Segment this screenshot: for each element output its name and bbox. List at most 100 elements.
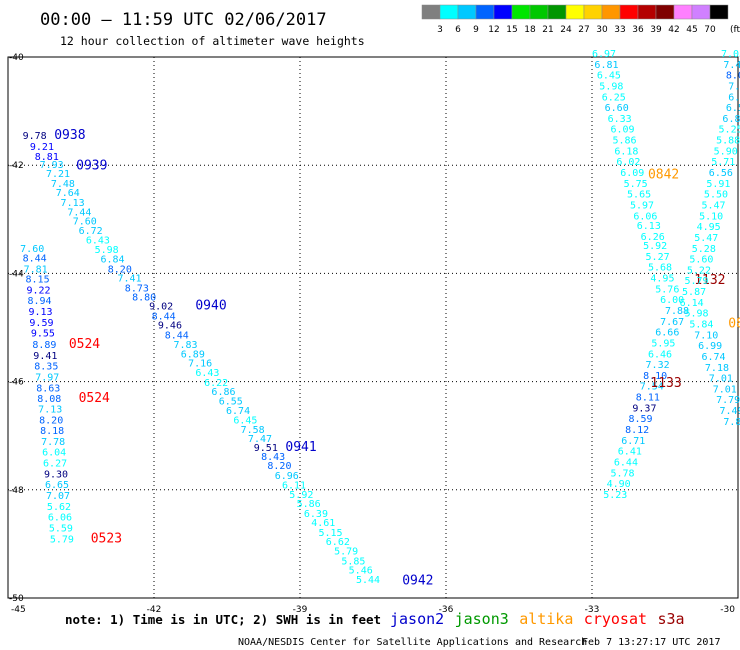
wave-height-label: 7.1 [728,81,740,92]
wave-height-label: 7.10 [694,330,718,341]
pass-time-label: 0524 [79,391,110,406]
wave-height-label: 7.48 [51,179,75,190]
wave-height-label: 7.49 [723,60,740,71]
wave-height-label: 5.22 [687,265,711,276]
wave-height-label: 5.98 [684,309,708,320]
wave-height-label: 6.13 [637,221,661,232]
pass-time-label: 1132 [694,273,725,288]
x-tick-label: -36 [439,605,454,615]
y-tick-label: -40 [9,53,24,63]
wave-height-label: 6.39 [304,509,328,520]
wave-height-label: 5.59 [49,523,73,534]
wave-height-label: 6.09 [620,168,644,179]
wave-height-label: 7.54 [640,382,664,393]
wave-height-label: 6.26 [641,232,665,243]
footnote: note: 1) Time is in UTC; 2) SWH is in fe… [65,612,381,627]
wave-height-label: 6.44 [614,457,638,468]
wave-height-label: 8.15 [26,275,50,286]
wave-height-label: 8.63 [36,383,60,394]
wave-height-label: 6.71 [621,436,645,447]
wave-height-label: 8.08 [37,394,61,405]
wave-height-label: 7.81 [24,264,48,275]
legend: jason2 jason3 altika cryosat s3a [390,610,685,628]
wave-height-label: 7.32 [646,360,670,371]
wave-height-label: 6.99 [698,341,722,352]
wave-height-label: 8.44 [23,253,47,264]
wave-height-label: 5.88 [716,136,740,147]
wave-height-label: 7.88 [665,306,689,317]
colorbar-swatch [673,4,693,20]
x-tick-label: -45 [11,605,26,615]
wave-height-label: 7.18 [705,363,729,374]
wave-height-label: 8.81 [35,152,59,163]
pass-time-label: 0523 [91,531,122,546]
wave-height-label: 6.74 [702,352,726,363]
wave-height-label: 6.43 [195,368,219,379]
legend-altika: altika [519,610,573,628]
wave-height-label: 9.78 [23,131,47,142]
pass-time-label: 0842 [648,168,679,183]
wave-height-label: 6.46 [648,349,672,360]
colorbar-swatch [475,4,495,20]
wave-height-label: 8.11 [636,393,660,404]
wave-height-label: 8.35 [34,362,58,373]
legend-cryosat: cryosat [584,610,647,628]
wave-height-label: 5.92 [289,490,313,501]
colorbar-swatch [565,4,585,20]
wave-height-label: 6.02 [616,157,640,168]
colorbar-swatch [619,4,639,20]
wave-height-label: 6.06 [48,513,72,524]
wave-height-label: 6.11 [282,481,306,492]
wave-height-label: 5.23 [603,490,627,501]
wave-height-label: 6.56 [709,168,733,179]
chart-title: 00:00 – 11:59 UTC 02/06/2017 [40,10,327,30]
wave-height-label: 9.46 [158,321,182,332]
chart-subtitle: 12 hour collection of altimeter wave hei… [60,34,365,48]
wave-height-label: 6.22 [204,378,228,389]
y-tick-label: -42 [9,161,24,171]
wave-height-label: 9.41 [33,351,57,362]
wave-height-label: 8.18 [40,426,64,437]
wave-height-label: 5.95 [651,338,675,349]
wave-height-label: 8.80 [132,292,156,303]
pass-time-label: 0938 [54,128,85,143]
wave-height-label: 6.89 [722,114,740,125]
wave-height-label: 7.60 [73,217,97,228]
wave-height-label: 6.8 [728,92,740,103]
colorbar-tick-label: 24 [560,25,572,35]
wave-height-label: 6.66 [655,328,679,339]
wave-height-label: 6.14 [680,298,704,309]
colorbar-tick-label: 36 [632,25,644,35]
wave-height-label: 6.33 [608,114,632,125]
wave-height-label: 8.12 [625,425,649,436]
wave-height-label: 8.43 [261,452,285,463]
wave-height-label: 6.84 [100,255,124,266]
wave-height-label: 6.27 [43,459,67,470]
wave-height-label: 6.65 [45,480,69,491]
colorbar-swatch [493,4,513,20]
wave-height-label: 9.21 [30,142,54,153]
wave-height-label: 9.55 [31,329,55,340]
colorbar-tick-label: 42 [668,25,679,35]
wave-height-label: 5.98 [599,81,623,92]
wave-height-label: 7.01 [713,384,737,395]
wave-height-label: 5.97 [630,200,654,211]
wave-height-label: 5.47 [694,233,718,244]
wave-height-label: 7.13 [38,404,62,415]
wave-height-label: 7.97 [35,373,59,384]
wave-height-label: 6.06 [633,211,657,222]
legend-s3a: s3a [658,610,685,628]
wave-height-label: 7.93 [40,160,64,171]
colorbar-tick-label: 21 [542,25,553,35]
wave-height-label: 6.04 [42,448,66,459]
wave-height-label: 5.10 [699,211,723,222]
colorbar-tick-label: 39 [650,25,662,35]
colorbar-swatch [655,4,675,20]
wave-height-label: 5.60 [689,255,713,266]
wave-height-label: 5.76 [655,284,679,295]
wave-height-label: 6.62 [326,537,350,548]
colorbar-tick-label: 33 [614,25,625,35]
wave-height-label: 5.92 [643,241,667,252]
wave-height-label: 8.89 [32,340,56,351]
